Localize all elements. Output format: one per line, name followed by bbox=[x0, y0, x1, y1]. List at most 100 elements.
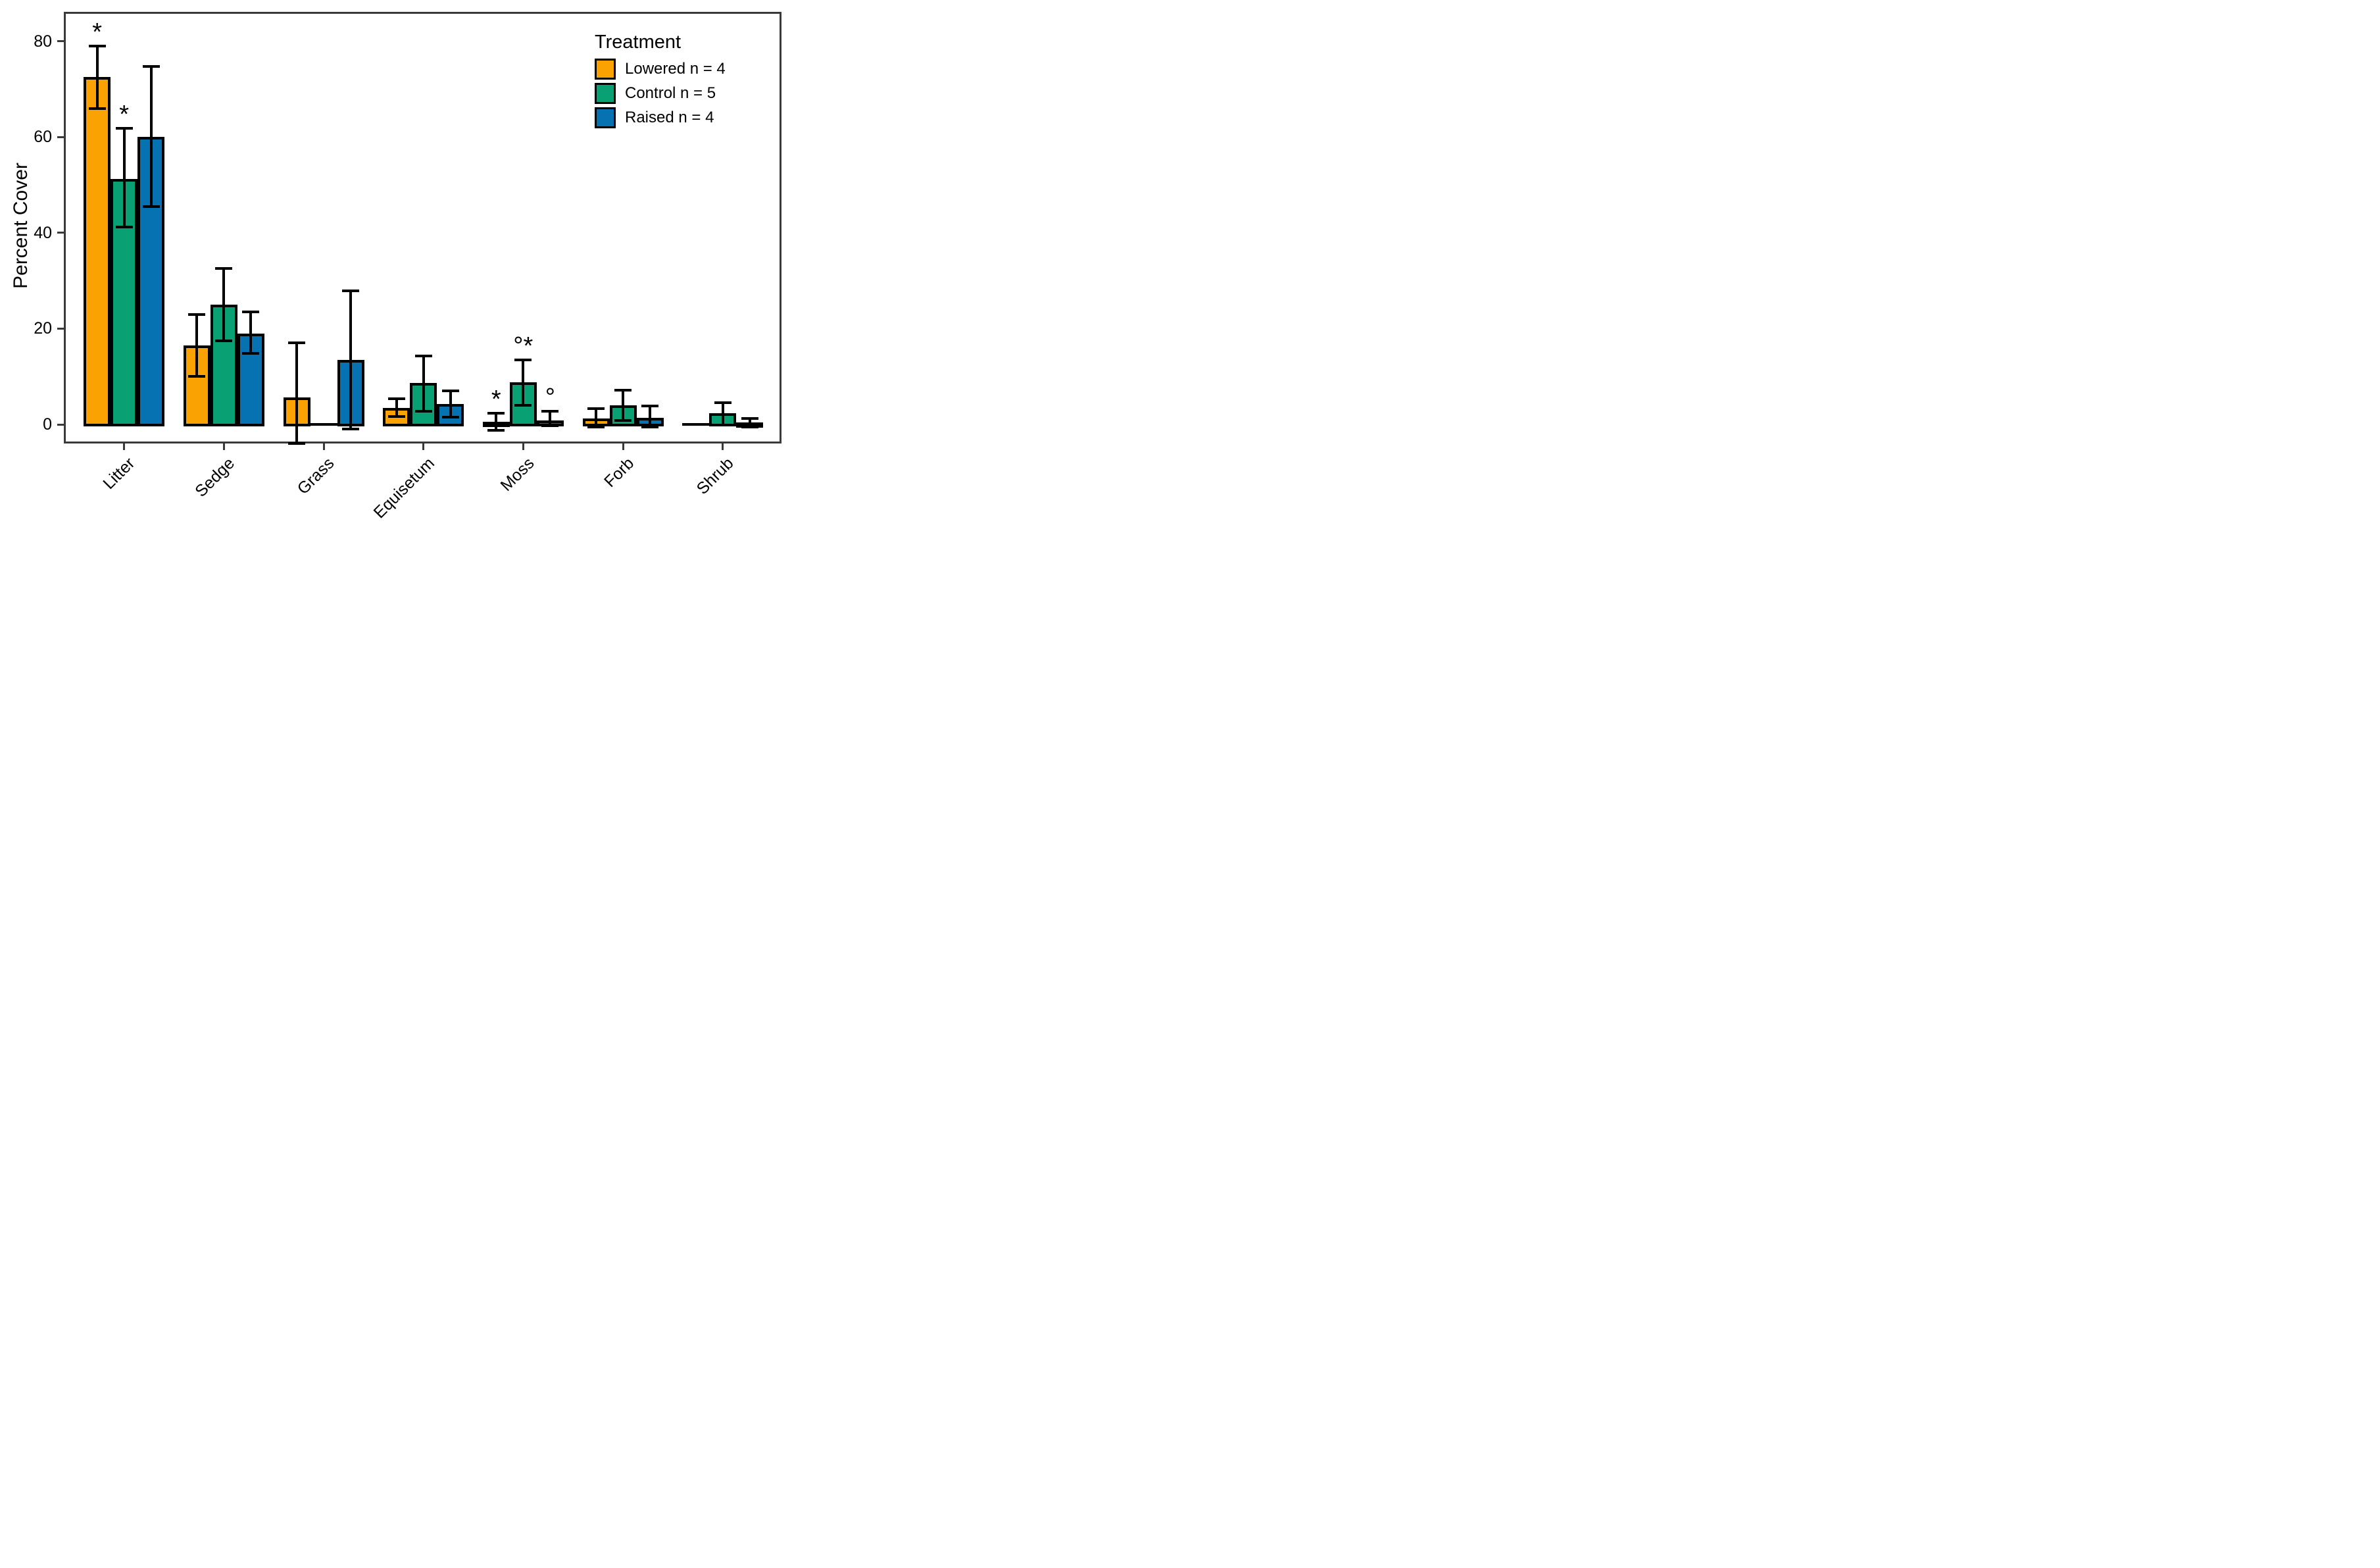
x-tick-mark bbox=[422, 443, 425, 450]
error-bar-cap-top bbox=[288, 341, 305, 345]
error-bar-cap-bottom bbox=[514, 403, 532, 407]
error-bar-line bbox=[622, 390, 624, 421]
x-category-label: Grass bbox=[293, 454, 338, 498]
chart-layer: 0 20 40 60 80 Litter Sedge Grass Equisetum Moss Fo… bbox=[0, 0, 793, 522]
error-bar-cap-bottom bbox=[614, 419, 632, 422]
error-bar-line bbox=[95, 45, 99, 109]
error-bar-cap-top bbox=[614, 389, 632, 392]
error-bar-cap-top bbox=[88, 44, 106, 47]
error-bar-cap-bottom bbox=[215, 339, 233, 342]
error-bar-cap-top bbox=[487, 411, 505, 415]
error-bar-cap-top bbox=[514, 359, 532, 362]
x-category-label: Sedge bbox=[191, 454, 239, 501]
error-bar-cap-top bbox=[541, 410, 559, 413]
legend-key-swatch bbox=[595, 107, 616, 128]
error-bar-line bbox=[195, 314, 199, 377]
x-tick-mark bbox=[722, 443, 724, 450]
error-bar-cap-bottom bbox=[142, 205, 160, 209]
error-bar-cap-bottom bbox=[587, 425, 605, 428]
error-bar-cap-bottom bbox=[188, 375, 206, 378]
error-bar-line bbox=[222, 268, 226, 341]
bar-Lowered n = 4-Shrub bbox=[682, 423, 710, 426]
legend-items: Lowered n = 4 Control n = 5 Raised n = 4 bbox=[595, 59, 726, 128]
y-tick-mark bbox=[57, 40, 64, 43]
error-bar-cap-top bbox=[188, 313, 206, 316]
error-bar-cap-bottom bbox=[88, 107, 106, 110]
error-bar-cap-bottom bbox=[741, 425, 758, 428]
x-category-label: Moss bbox=[497, 454, 538, 495]
error-bar-cap-top bbox=[641, 404, 658, 407]
error-bar-cap-top bbox=[242, 310, 260, 313]
error-bar-line bbox=[249, 311, 253, 354]
significance-annotation: * bbox=[119, 101, 130, 129]
error-bar-cap-bottom bbox=[487, 429, 505, 432]
error-bar-line bbox=[422, 355, 425, 412]
significance-annotation: * bbox=[491, 385, 501, 413]
error-bar-cap-top bbox=[441, 390, 459, 393]
error-bar-line bbox=[495, 413, 498, 431]
error-bar-line bbox=[649, 405, 651, 428]
error-bar-line bbox=[295, 343, 298, 444]
error-bar-cap-bottom bbox=[714, 424, 731, 427]
y-tick-label: 40 bbox=[34, 223, 52, 242]
error-bar-cap-top bbox=[142, 65, 160, 68]
error-bar-cap-bottom bbox=[414, 410, 432, 413]
y-tick-label: 0 bbox=[43, 415, 52, 434]
error-bar-cap-top bbox=[414, 354, 432, 357]
bar-Control n = 5-Litter bbox=[111, 178, 138, 426]
bar-Control n = 5-Grass bbox=[310, 423, 337, 426]
error-bar-cap-top bbox=[741, 417, 758, 420]
error-bar-line bbox=[449, 391, 452, 418]
x-category-label: Litter bbox=[99, 454, 139, 493]
error-bar-cap-top bbox=[215, 267, 233, 270]
x-category-label: Equisetum bbox=[370, 454, 438, 522]
y-tick-mark bbox=[57, 327, 64, 330]
bar-chart-figure: Percent Cover 0 20 40 60 80 Litter Sedge Grass E… bbox=[0, 0, 793, 522]
error-bar-line bbox=[522, 360, 525, 405]
significance-annotation: °* bbox=[513, 332, 533, 361]
error-bar-cap-top bbox=[387, 397, 405, 400]
significance-annotation: ° bbox=[545, 384, 555, 412]
error-bar-line bbox=[549, 411, 552, 426]
y-tick-mark bbox=[57, 136, 64, 138]
x-tick-mark bbox=[123, 443, 126, 450]
error-bar-line bbox=[395, 398, 398, 417]
error-bar-cap-top bbox=[115, 127, 133, 130]
error-bar-cap-bottom bbox=[387, 415, 405, 418]
x-tick-mark bbox=[322, 443, 325, 450]
error-bar-cap-top bbox=[587, 407, 605, 410]
x-category-label: Shrub bbox=[693, 454, 737, 498]
error-bar-line bbox=[748, 418, 751, 427]
x-tick-mark bbox=[522, 443, 524, 450]
x-tick-mark bbox=[622, 443, 624, 450]
legend-label: Control n = 5 bbox=[625, 84, 716, 102]
legend-key-swatch bbox=[595, 83, 616, 104]
error-bar-cap-bottom bbox=[288, 442, 305, 445]
y-tick-label: 20 bbox=[34, 319, 52, 338]
significance-annotation: * bbox=[92, 18, 103, 46]
legend-title: Treatment bbox=[595, 32, 682, 53]
legend-key-swatch bbox=[595, 59, 616, 80]
x-category-label: Forb bbox=[600, 454, 637, 492]
bar-Lowered n = 4-Litter bbox=[84, 77, 111, 426]
error-bar-line bbox=[349, 290, 352, 430]
y-tick-mark bbox=[57, 232, 64, 234]
y-tick-label: 60 bbox=[34, 128, 52, 147]
error-bar-cap-bottom bbox=[541, 424, 559, 428]
error-bar-line bbox=[122, 128, 126, 228]
error-bar-cap-bottom bbox=[441, 416, 459, 419]
error-bar-cap-bottom bbox=[342, 428, 359, 431]
legend-item: Raised n = 4 bbox=[595, 107, 714, 128]
y-tick-label: 80 bbox=[34, 32, 52, 51]
legend-label: Lowered n = 4 bbox=[625, 60, 726, 78]
error-bar-line bbox=[721, 402, 724, 426]
error-bar-cap-bottom bbox=[115, 226, 133, 229]
error-bar-line bbox=[595, 408, 597, 427]
error-bar-cap-top bbox=[714, 401, 731, 404]
legend-label: Raised n = 4 bbox=[625, 109, 714, 126]
error-bar-cap-bottom bbox=[641, 426, 658, 429]
error-bar-cap-bottom bbox=[242, 352, 260, 355]
legend: Treatment Lowered n = 4 Control n = 5 Rais… bbox=[595, 32, 726, 132]
legend-item: Lowered n = 4 bbox=[595, 59, 726, 80]
error-bar-line bbox=[149, 66, 153, 207]
